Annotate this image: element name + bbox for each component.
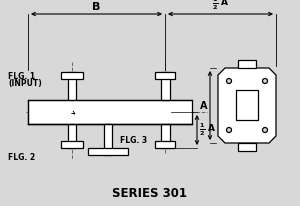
Bar: [155, 141, 175, 148]
Text: A: A: [200, 101, 207, 110]
Bar: [238, 143, 256, 151]
Text: (INPUT): (INPUT): [8, 79, 42, 88]
Bar: [161, 72, 170, 100]
Text: $\mathbf{\frac{1}{2}}$ A: $\mathbf{\frac{1}{2}}$ A: [199, 122, 217, 138]
Bar: [61, 141, 83, 148]
Text: B: B: [92, 2, 101, 12]
Bar: [88, 148, 128, 155]
Bar: [161, 124, 170, 148]
Text: FLG. 3: FLG. 3: [120, 136, 147, 145]
Circle shape: [226, 128, 232, 132]
Circle shape: [262, 128, 268, 132]
Text: SERIES 301: SERIES 301: [112, 187, 188, 200]
Bar: [61, 72, 83, 79]
Polygon shape: [218, 68, 276, 143]
Bar: [28, 100, 192, 124]
Text: FLG. 2: FLG. 2: [8, 153, 35, 162]
Circle shape: [226, 78, 232, 83]
Circle shape: [262, 78, 268, 83]
Text: FLG. 1: FLG. 1: [8, 72, 35, 81]
Bar: [236, 90, 258, 120]
Bar: [238, 60, 256, 68]
Text: $\mathbf{\frac{1}{2}}$ A: $\mathbf{\frac{1}{2}}$ A: [212, 0, 229, 12]
Bar: [68, 72, 76, 148]
Bar: [155, 72, 175, 79]
Bar: [104, 124, 112, 155]
